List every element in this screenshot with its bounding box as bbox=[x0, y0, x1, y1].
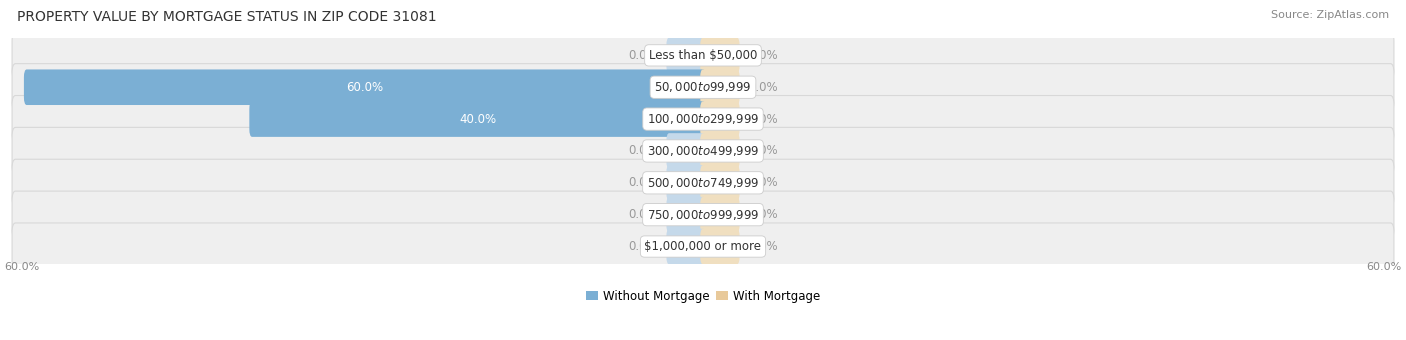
FancyBboxPatch shape bbox=[666, 229, 706, 264]
FancyBboxPatch shape bbox=[249, 101, 706, 137]
Text: $100,000 to $299,999: $100,000 to $299,999 bbox=[647, 112, 759, 126]
Text: 0.0%: 0.0% bbox=[628, 240, 658, 253]
Text: Source: ZipAtlas.com: Source: ZipAtlas.com bbox=[1271, 10, 1389, 20]
Text: 0.0%: 0.0% bbox=[628, 49, 658, 62]
FancyBboxPatch shape bbox=[13, 159, 1393, 206]
Text: $50,000 to $99,999: $50,000 to $99,999 bbox=[654, 80, 752, 94]
Text: 0.0%: 0.0% bbox=[748, 208, 778, 221]
FancyBboxPatch shape bbox=[13, 128, 1393, 174]
Text: 60.0%: 60.0% bbox=[1367, 262, 1402, 272]
Text: 0.0%: 0.0% bbox=[748, 240, 778, 253]
Legend: Without Mortgage, With Mortgage: Without Mortgage, With Mortgage bbox=[581, 285, 825, 307]
FancyBboxPatch shape bbox=[666, 38, 706, 73]
FancyBboxPatch shape bbox=[700, 229, 740, 264]
FancyBboxPatch shape bbox=[666, 165, 706, 201]
FancyBboxPatch shape bbox=[13, 96, 1393, 143]
FancyBboxPatch shape bbox=[13, 32, 1393, 79]
Text: 0.0%: 0.0% bbox=[628, 208, 658, 221]
Text: 0.0%: 0.0% bbox=[748, 49, 778, 62]
FancyBboxPatch shape bbox=[700, 197, 740, 233]
FancyBboxPatch shape bbox=[700, 101, 740, 137]
Text: 60.0%: 60.0% bbox=[346, 81, 384, 94]
Text: $300,000 to $499,999: $300,000 to $499,999 bbox=[647, 144, 759, 158]
FancyBboxPatch shape bbox=[700, 165, 740, 201]
FancyBboxPatch shape bbox=[666, 133, 706, 169]
FancyBboxPatch shape bbox=[700, 133, 740, 169]
Text: 0.0%: 0.0% bbox=[748, 113, 778, 125]
FancyBboxPatch shape bbox=[700, 69, 740, 105]
FancyBboxPatch shape bbox=[700, 38, 740, 73]
Text: 40.0%: 40.0% bbox=[458, 113, 496, 125]
Text: 0.0%: 0.0% bbox=[748, 81, 778, 94]
Text: 60.0%: 60.0% bbox=[4, 262, 39, 272]
FancyBboxPatch shape bbox=[13, 191, 1393, 238]
FancyBboxPatch shape bbox=[13, 223, 1393, 270]
FancyBboxPatch shape bbox=[24, 69, 706, 105]
Text: Less than $50,000: Less than $50,000 bbox=[648, 49, 758, 62]
Text: $750,000 to $999,999: $750,000 to $999,999 bbox=[647, 208, 759, 222]
Text: $1,000,000 or more: $1,000,000 or more bbox=[644, 240, 762, 253]
Text: $500,000 to $749,999: $500,000 to $749,999 bbox=[647, 176, 759, 190]
FancyBboxPatch shape bbox=[13, 64, 1393, 111]
Text: PROPERTY VALUE BY MORTGAGE STATUS IN ZIP CODE 31081: PROPERTY VALUE BY MORTGAGE STATUS IN ZIP… bbox=[17, 10, 436, 24]
Text: 0.0%: 0.0% bbox=[748, 144, 778, 157]
Text: 0.0%: 0.0% bbox=[748, 176, 778, 189]
FancyBboxPatch shape bbox=[666, 197, 706, 233]
Text: 0.0%: 0.0% bbox=[628, 176, 658, 189]
Text: 0.0%: 0.0% bbox=[628, 144, 658, 157]
